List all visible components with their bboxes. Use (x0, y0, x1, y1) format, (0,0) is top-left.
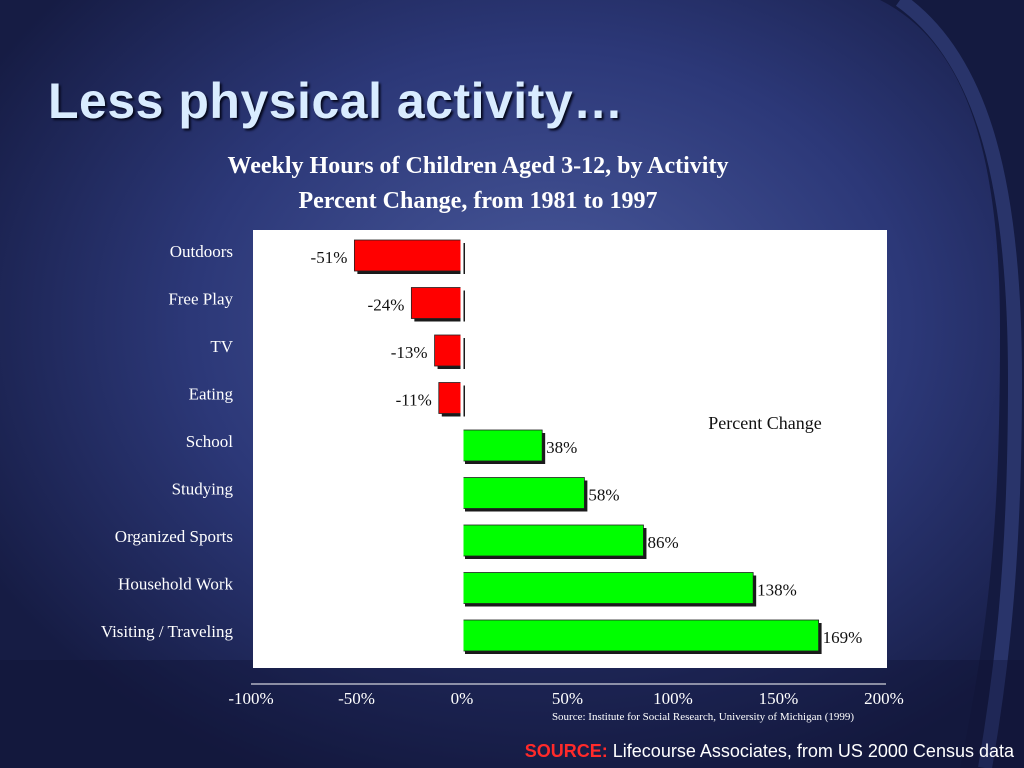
bar (410, 287, 463, 319)
bar (461, 524, 644, 557)
data-label: -13% (391, 343, 428, 362)
bar (461, 429, 543, 462)
data-label: -11% (396, 391, 432, 410)
data-label: 86% (647, 533, 678, 552)
x-tick-label: 50% (552, 689, 583, 708)
x-tick-label: 200% (864, 689, 904, 708)
slide-title: Less physical activity… (48, 73, 624, 129)
category-label: Visiting / Traveling (101, 622, 234, 641)
data-label: 169% (823, 628, 863, 647)
data-label: 58% (588, 486, 619, 505)
data-label: -51% (311, 248, 348, 267)
source-label: SOURCE: (524, 741, 608, 761)
bar (461, 572, 754, 604)
chart-title: Weekly Hours of Children Aged 3-12, by A… (227, 153, 729, 179)
footer-source: SOURCE: Lifecourse Associates, from US 2… (525, 741, 1014, 762)
x-tick-label: 100% (653, 689, 693, 708)
bar (461, 619, 819, 652)
data-label: -24% (368, 296, 405, 315)
category-label: Studying (172, 480, 234, 499)
category-label: Eating (189, 385, 234, 404)
axis-annotation: Percent Change (708, 413, 821, 433)
chart-source-note: Source: Institute for Social Research, U… (552, 711, 854, 723)
x-tick-label: -100% (228, 689, 273, 708)
category-label: School (186, 432, 234, 451)
category-label: TV (210, 337, 233, 356)
bar (434, 334, 463, 367)
category-label: Organized Sports (115, 527, 233, 546)
data-label: 38% (546, 438, 577, 457)
bar (461, 477, 585, 509)
category-label: Household Work (118, 575, 233, 594)
x-tick-label: -50% (338, 689, 375, 708)
bar (353, 239, 463, 272)
bar (438, 382, 463, 414)
chart-subtitle: Percent Change, from 1981 to 1997 (298, 188, 658, 214)
x-tick-label: 0% (451, 689, 474, 708)
category-label: Free Play (168, 290, 233, 309)
data-label: 138% (757, 581, 797, 600)
source-text: Lifecourse Associates, from US 2000 Cens… (607, 741, 1014, 761)
category-label: Outdoors (170, 242, 233, 261)
x-tick-label: 150% (759, 689, 799, 708)
